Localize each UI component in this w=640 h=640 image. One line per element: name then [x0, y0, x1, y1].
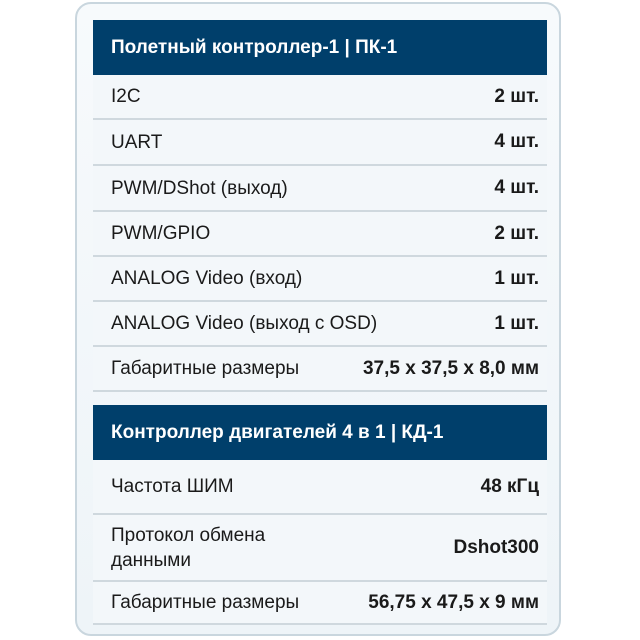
spec-label: PWM/DShot (выход)	[111, 177, 288, 199]
section-motor-controller: Контроллер двигателей 4 в 1 | КД-1 Часто…	[93, 405, 547, 625]
section-title: Контроллер двигателей 4 в 1 | КД-1	[93, 405, 547, 460]
spec-value: 48 кГц	[480, 475, 539, 497]
spec-row: ANALOG Video (вход) 1 шт.	[93, 257, 547, 302]
spec-row: Протокол обмена данными Dshot300	[93, 515, 547, 582]
spec-value: 2 шт.	[494, 222, 539, 244]
spec-label: ANALOG Video (вход)	[111, 268, 303, 289]
spec-row: ANALOG Video (выход с OSD) 1 шт.	[93, 302, 547, 347]
spec-row: PWM/DShot (выход) 4 шт.	[93, 166, 547, 212]
spec-label: ANALOG Video (выход с OSD)	[111, 313, 378, 334]
spec-label: Частота ШИМ	[111, 476, 234, 497]
spec-row: Частота ШИМ 48 кГц	[93, 460, 547, 515]
spec-label: Габаритные размеры	[111, 592, 300, 613]
spec-row: PWM/GPIO 2 шт.	[93, 212, 547, 257]
spec-label: UART	[111, 131, 163, 153]
spec-label: I2C	[111, 86, 141, 107]
section-title: Полетный контроллер-1 | ПК-1	[93, 20, 547, 75]
spec-label: PWM/GPIO	[111, 223, 211, 244]
spec-row: Габаритные размеры 37,5 x 37,5 x 8,0 мм	[93, 347, 547, 392]
spec-value: Dshot300	[453, 536, 539, 558]
section-flight-controller: Полетный контроллер-1 | ПК-1 I2C 2 шт. UAR…	[93, 20, 547, 392]
spec-label: Габаритные размеры	[111, 358, 300, 379]
spec-value: 4 шт.	[494, 177, 539, 198]
spec-row: Габаритные размеры 56,75 x 47,5 x 9 мм	[93, 582, 547, 625]
spec-label: Протокол обмена данными	[111, 524, 266, 571]
spec-row: UART 4 шт.	[93, 120, 547, 166]
spec-row: I2C 2 шт.	[93, 75, 547, 120]
spec-value: 1 шт.	[494, 312, 539, 334]
spec-value: 56,75 x 47,5 x 9 мм	[368, 591, 539, 613]
spec-value: 37,5 x 37,5 x 8,0 мм	[362, 357, 539, 379]
spec-value: 4 шт.	[494, 131, 539, 152]
spec-value: 1 шт.	[494, 267, 539, 289]
spec-value: 2 шт.	[494, 85, 539, 107]
